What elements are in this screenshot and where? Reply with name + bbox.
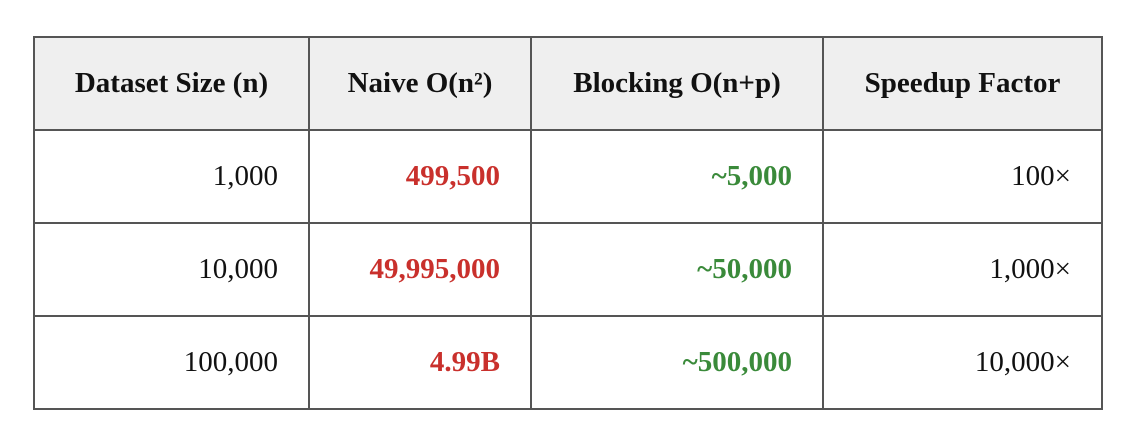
table-header: Dataset Size (n) Naive O(n²) Blocking O(… <box>33 36 1103 131</box>
cell-dataset-size: 100,000 <box>33 315 310 410</box>
header-naive: Naive O(n²) <box>308 36 532 131</box>
header-speedup: Speedup Factor <box>822 36 1103 131</box>
cell-blocking: ~500,000 <box>530 315 824 410</box>
cell-naive: 49,995,000 <box>308 222 532 317</box>
cell-dataset-size: 10,000 <box>33 222 310 317</box>
cell-naive: 4.99B <box>308 315 532 410</box>
cell-naive: 499,500 <box>308 129 532 224</box>
header-row: Dataset Size (n) Naive O(n²) Blocking O(… <box>33 36 1103 131</box>
table-row: 100,000 4.99B ~500,000 10,000× <box>33 315 1103 410</box>
cell-speedup: 1,000× <box>822 222 1103 317</box>
cell-blocking: ~50,000 <box>530 222 824 317</box>
cell-dataset-size: 1,000 <box>33 129 310 224</box>
cell-blocking: ~5,000 <box>530 129 824 224</box>
table-row: 1,000 499,500 ~5,000 100× <box>33 129 1103 224</box>
table-row: 10,000 49,995,000 ~50,000 1,000× <box>33 222 1103 317</box>
table-body: 1,000 499,500 ~5,000 100× 10,000 49,995,… <box>33 129 1103 410</box>
header-blocking: Blocking O(n+p) <box>530 36 824 131</box>
cell-speedup: 10,000× <box>822 315 1103 410</box>
cell-speedup: 100× <box>822 129 1103 224</box>
complexity-comparison-table: Dataset Size (n) Naive O(n²) Blocking O(… <box>33 36 1103 410</box>
header-dataset-size: Dataset Size (n) <box>33 36 310 131</box>
